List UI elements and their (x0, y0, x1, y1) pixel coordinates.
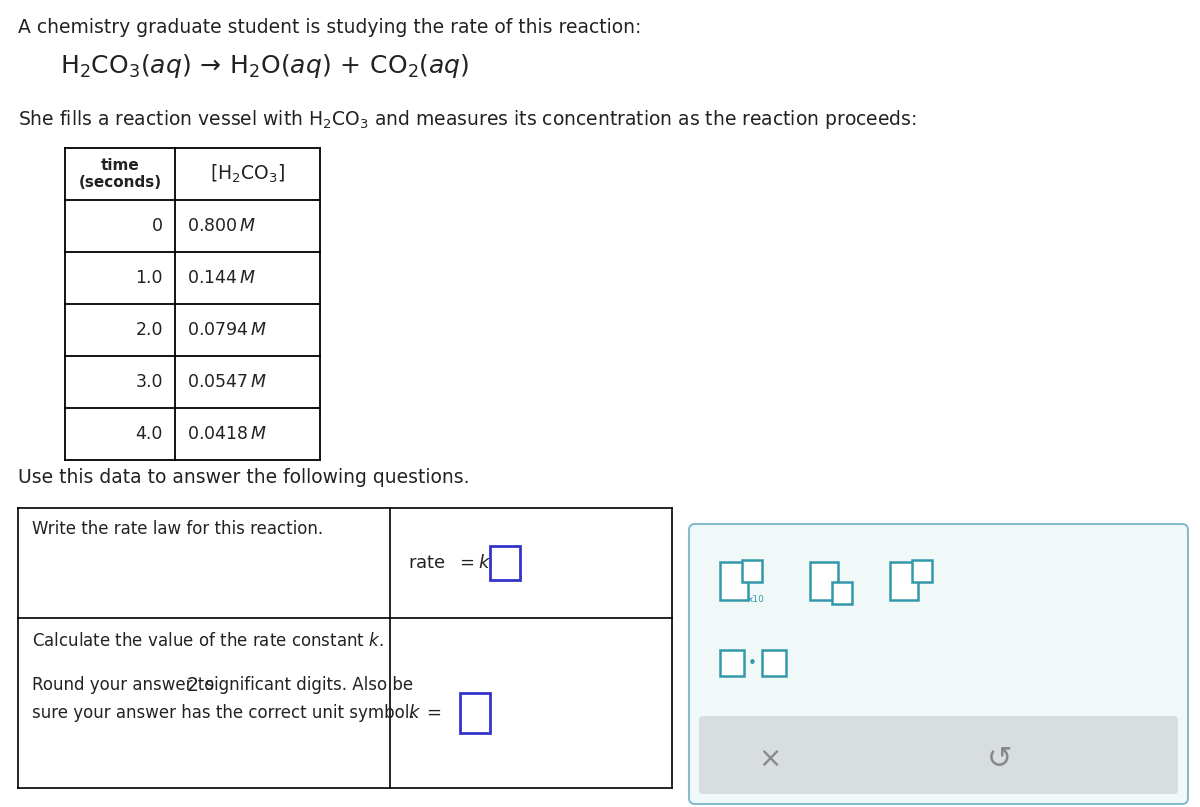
Text: Calculate the value of the rate constant $k$.: Calculate the value of the rate constant… (32, 632, 384, 650)
Text: Write the rate law for this reaction.: Write the rate law for this reaction. (32, 520, 323, 538)
Text: $k\;=$: $k\;=$ (408, 704, 442, 722)
Text: $\left[\mathsf{H_2CO_3}\right]$: $\left[\mathsf{H_2CO_3}\right]$ (210, 163, 286, 185)
Text: Use this data to answer the following questions.: Use this data to answer the following qu… (18, 468, 469, 487)
Text: $0.0547\,\mathit{M}$: $0.0547\,\mathit{M}$ (187, 373, 268, 391)
Text: $0.0418\,\mathit{M}$: $0.0418\,\mathit{M}$ (187, 425, 268, 443)
Bar (762, 650, 786, 676)
Bar (912, 560, 932, 582)
Text: 3.0: 3.0 (136, 373, 163, 391)
Bar (720, 562, 748, 600)
Text: $0.144\,\mathit{M}$: $0.144\,\mathit{M}$ (187, 269, 256, 287)
Text: She fills a reaction vessel with $\mathsf{H_2CO_3}$ and measures its concentrati: She fills a reaction vessel with $\maths… (18, 108, 917, 131)
Text: $0.800\,\mathit{M}$: $0.800\,\mathit{M}$ (187, 217, 256, 235)
Text: ↺: ↺ (988, 745, 1013, 773)
Text: time
(seconds): time (seconds) (78, 158, 162, 190)
Text: 1.0: 1.0 (136, 269, 163, 287)
FancyBboxPatch shape (698, 716, 1178, 794)
Text: $2$: $2$ (186, 676, 198, 695)
Bar (720, 650, 744, 676)
Text: significant digits. Also be: significant digits. Also be (200, 676, 413, 694)
FancyBboxPatch shape (689, 524, 1188, 804)
Text: rate  $= k\;$: rate $= k\;$ (408, 554, 491, 572)
Text: $0.0794\,\mathit{M}$: $0.0794\,\mathit{M}$ (187, 321, 268, 339)
Bar (490, 546, 520, 580)
Bar (742, 560, 762, 582)
Bar (810, 562, 838, 600)
Text: $\mathsf{H_2CO_3}$$\mathit{(aq)}$$\,\rightarrow\,\mathsf{H_2O}$$\mathit{(aq)}$$\: $\mathsf{H_2CO_3}$$\mathit{(aq)}$$\,\rig… (60, 52, 469, 80)
Text: ×: × (758, 745, 781, 773)
Text: x10: x10 (748, 595, 764, 604)
Text: 4.0: 4.0 (136, 425, 163, 443)
Text: 2.0: 2.0 (136, 321, 163, 339)
Text: A chemistry graduate student is studying the rate of this reaction:: A chemistry graduate student is studying… (18, 18, 641, 37)
Text: sure your answer has the correct unit symbol.: sure your answer has the correct unit sy… (32, 704, 415, 722)
Bar (832, 582, 852, 604)
Text: Round your answer to: Round your answer to (32, 676, 220, 694)
Bar (460, 693, 490, 733)
Bar (890, 562, 918, 600)
Text: •: • (748, 655, 756, 671)
Text: 0: 0 (152, 217, 163, 235)
